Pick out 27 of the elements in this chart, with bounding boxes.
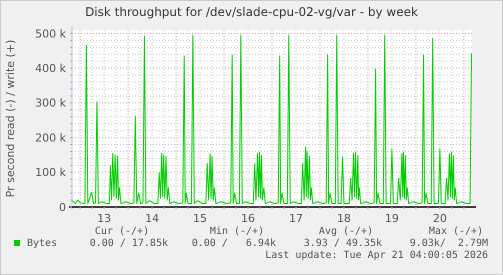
x-tick-label: 16 <box>241 212 256 225</box>
text: Last update: Tue Apr 21 04:00:05 2026 <box>265 250 488 261</box>
y-tick-label: 0 <box>59 200 66 214</box>
text: 0.00 / 6.94k <box>192 238 276 249</box>
text: 0.00 / 17.85k <box>90 238 168 249</box>
x-tick-label: 18 <box>336 212 351 225</box>
x-tick-label: 15 <box>193 212 208 225</box>
line-series <box>72 34 472 204</box>
chart-title: Disk throughput for /dev/slade-cpu-02-vg/var - by week <box>85 5 418 19</box>
x-tick-label: 19 <box>384 212 399 225</box>
text: Max (-/+) <box>428 226 484 237</box>
text: 3.93 / 49.35k <box>304 238 382 249</box>
text: Avg (-/+) <box>318 226 374 237</box>
y-tick-label: 300 k <box>35 96 67 110</box>
x-tick-label: 17 <box>288 212 303 225</box>
y-tick-label: 500 k <box>35 27 67 40</box>
text: Cur (-/+) <box>94 226 150 237</box>
legend-label: Bytes <box>27 238 58 249</box>
x-tick-label: 20 <box>432 212 447 225</box>
text: Min (-/+) <box>210 226 264 237</box>
text: 9.03k/ 2.79M <box>410 238 488 249</box>
y-tick-label: 100 k <box>35 166 67 180</box>
y-tick-label: 400 k <box>35 62 67 76</box>
y-axis-title: Pr second read (-) / write (+) <box>4 40 17 198</box>
x-tick-label: 13 <box>97 212 112 225</box>
y-tick-label: 200 k <box>35 131 67 144</box>
x-tick-label: 14 <box>145 212 160 225</box>
